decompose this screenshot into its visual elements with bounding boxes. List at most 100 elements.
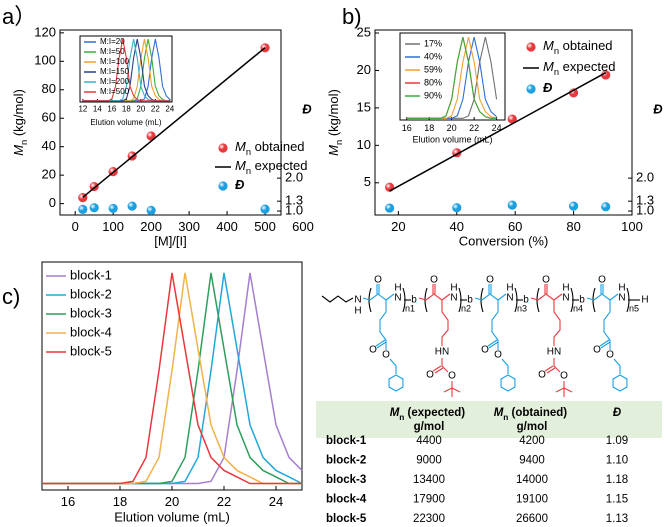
x-tick-label: 20 (165, 494, 179, 509)
y-axis-label: Mn (kg/mol) (326, 89, 344, 156)
x-tick-label: 16 (402, 123, 412, 133)
bond (553, 300, 561, 346)
block-link: b (579, 295, 585, 306)
legend-label: 90% (424, 90, 442, 100)
table-cell: 1.15 (606, 494, 628, 506)
panel-label: c) (2, 284, 20, 309)
y2-axis-label: Đ (653, 102, 663, 117)
y2-tick-label: 1.3 (285, 193, 303, 208)
bond (441, 300, 449, 346)
legend-label: M:I=500 (100, 87, 130, 96)
table-row-label: block-4 (326, 494, 367, 506)
repeat-label: n1 (405, 303, 415, 313)
bond (586, 293, 619, 301)
chart: 16 18 20 22 24 Elution volume (mL) block-1 bloc… (41, 261, 303, 524)
atom-label: N (354, 295, 361, 306)
legend-label: M:I=150 (100, 67, 130, 76)
data-point (127, 201, 137, 211)
series-line (389, 72, 607, 192)
atom-label: H (450, 283, 457, 294)
x-tick-label: 18 (122, 105, 131, 114)
legend-marker (526, 84, 536, 94)
table: Mn (expected) g/mol Mn (obtained) g/mol Đb… (326, 407, 628, 525)
legend-label: block-5 (70, 343, 112, 358)
atom-label: O (560, 371, 568, 382)
legend-label: M:I=20 (100, 37, 125, 46)
series-line (82, 39, 170, 102)
bond (555, 387, 565, 393)
x-axis-label: Elution volume (mL) (90, 118, 161, 127)
x-tick-label: 24 (492, 123, 502, 133)
legend-marker (218, 143, 228, 153)
y2-tick-label: 1.0 (636, 202, 654, 217)
bond (418, 293, 451, 301)
data-point (146, 205, 156, 215)
series-line (406, 37, 497, 119)
series-line (82, 47, 266, 198)
legend-marker (526, 42, 536, 52)
legend-label: Đ (235, 177, 245, 192)
x-tick-label: 22 (217, 494, 231, 509)
atom-label: H (354, 306, 361, 317)
x-tick-label: 24 (165, 105, 174, 114)
x-tick-label: 18 (113, 494, 127, 509)
plot-frame (374, 29, 633, 216)
x-tick-label: 24 (269, 494, 283, 509)
bond (474, 293, 507, 301)
legend-label: 59% (424, 64, 442, 74)
panel-label: a） (2, 4, 36, 29)
plot-frame (59, 29, 282, 216)
atom-label: N (618, 293, 625, 304)
bond (546, 367, 556, 374)
data-point (260, 204, 270, 214)
plot-frame (399, 32, 506, 121)
atom-label: H (618, 283, 625, 294)
x-tick-label: 16 (107, 105, 116, 114)
legend-label: Mn obtained (543, 38, 613, 56)
x-tick-label: 16 (61, 494, 75, 509)
bond (487, 339, 498, 347)
x-tick-label: 22 (469, 123, 479, 133)
atom-label: N (394, 293, 401, 304)
table-cell: 9400 (519, 455, 545, 467)
atom-label: H (394, 283, 401, 294)
data-point (601, 202, 611, 212)
atom-label: N (450, 293, 457, 304)
bond (600, 341, 611, 349)
bond (530, 293, 563, 301)
data-point (385, 203, 395, 213)
bond (501, 358, 509, 374)
table-row-label: block-2 (326, 455, 366, 467)
x-axis-label: Elution volume (mL) (412, 134, 492, 144)
atom-label: O (486, 275, 494, 286)
legend-label: 80% (424, 77, 442, 87)
repeat-label: n2 (461, 303, 471, 313)
data-point (89, 203, 99, 213)
table-row-label: block-5 (326, 513, 367, 525)
y-tick-label: 100 (34, 53, 56, 68)
table-header: Mn (expected) g/mol (390, 407, 469, 433)
y-tick-label: 80 (42, 81, 56, 96)
atom-label: HN (547, 347, 561, 358)
legend-label: block-1 (70, 267, 112, 282)
table-header: Đ (613, 407, 621, 419)
atom-label: O (481, 345, 489, 356)
bond (491, 300, 499, 350)
y-tick-label: 20 (42, 167, 56, 182)
table-cell: 19100 (516, 494, 548, 506)
x-tick-label: 100 (102, 219, 124, 234)
bond (441, 358, 449, 373)
benzene-ring (612, 374, 628, 392)
atom-label: O (382, 350, 390, 361)
bond (443, 387, 453, 393)
x-axis-label: [M]/[I] (154, 233, 187, 248)
table-cell: 1.09 (606, 435, 628, 447)
bond (375, 339, 386, 347)
atom-label: O (426, 370, 434, 381)
data-point (146, 131, 156, 141)
x-tick-label: 12 (78, 105, 87, 114)
data-point (568, 201, 579, 211)
chart: 20 40 60 80 100 5 10 15 20 25 1.01.3 2.0 Conversion … (326, 24, 663, 248)
x-tick-label: 20 (391, 219, 405, 234)
